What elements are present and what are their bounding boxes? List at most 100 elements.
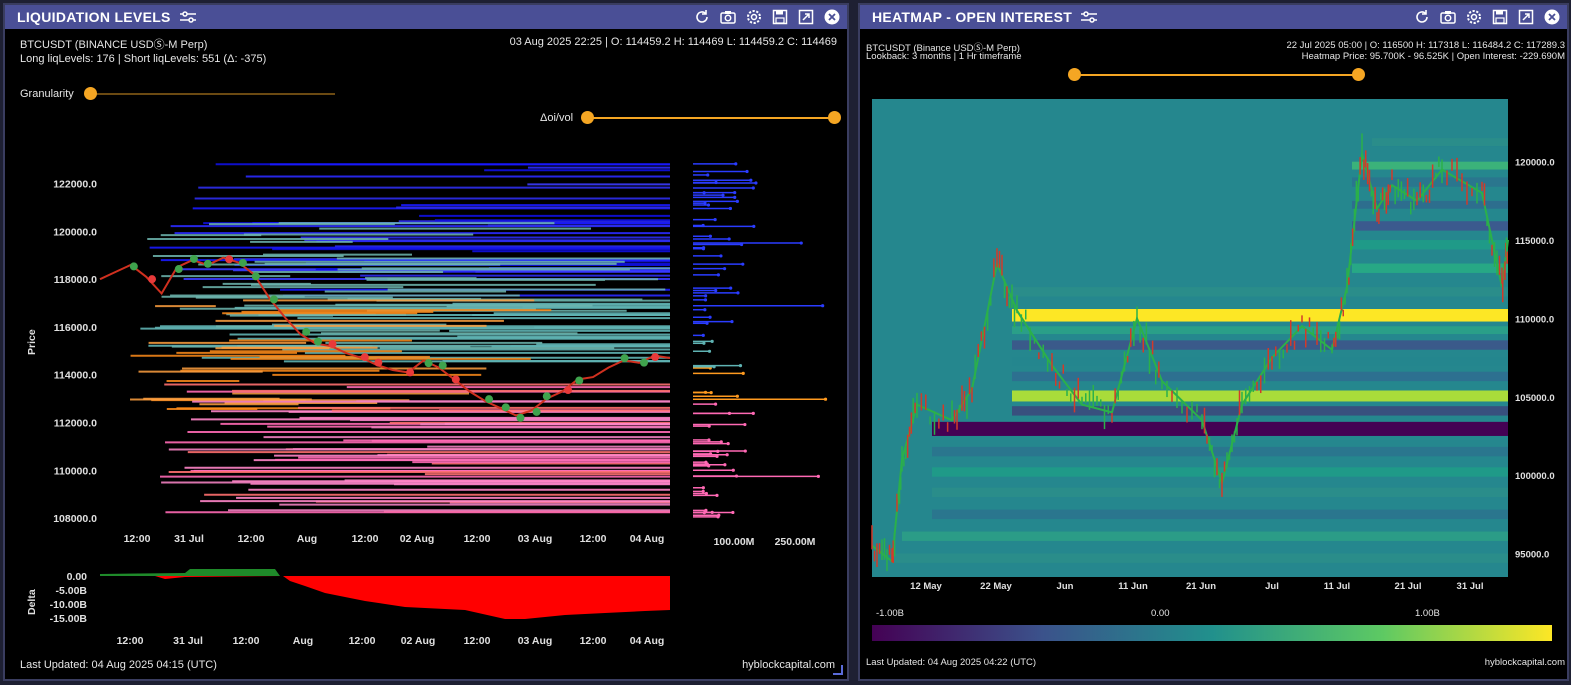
heatmap-band <box>902 531 1508 541</box>
volume-bar-tip <box>714 180 718 185</box>
oivol-slider-min-handle[interactable] <box>581 111 594 124</box>
liquidation-levels-chart[interactable]: 122000.0 120000.0 118000.0 116000.0 114000.0… <box>5 145 847 565</box>
liquidation-levels-panel: LIQUIDATION LEVELS BTCUSDT (BINANCE USDⓈ… <box>3 3 849 681</box>
oivol-slider-max-handle[interactable] <box>828 111 841 124</box>
heatmap-band <box>932 509 1508 520</box>
volume-bar-tip <box>708 234 712 238</box>
delta-negative-area <box>100 576 670 619</box>
panel-title: LIQUIDATION LEVELS <box>17 9 171 25</box>
heatmap-band <box>1012 390 1508 402</box>
expand-icon[interactable] <box>797 8 815 26</box>
heatmap-band <box>1012 326 1508 335</box>
close-icon[interactable] <box>823 8 841 26</box>
price-tick-label: 116000.0 <box>54 322 97 334</box>
liquidation-marker <box>328 340 337 349</box>
volume-bar-tip <box>704 294 708 298</box>
volume-bar-tip <box>703 201 707 205</box>
price-tick-label: 122000.0 <box>53 179 97 191</box>
price-tick-label: 100000.0 <box>1515 471 1555 482</box>
sliders-icon[interactable] <box>179 10 197 24</box>
heatmap-background <box>872 99 1508 577</box>
range-slider-min-handle[interactable] <box>1068 68 1081 81</box>
volume-bar-tip <box>735 394 739 398</box>
camera-icon[interactable] <box>719 8 737 26</box>
close-icon[interactable] <box>1543 8 1561 26</box>
volume-bar-tip <box>731 510 735 515</box>
price-tick-label: 115000.0 <box>1515 236 1554 247</box>
volume-bar-tip <box>719 254 723 258</box>
price-tick-label: 120000.0 <box>53 226 97 238</box>
gear-icon[interactable] <box>745 8 763 26</box>
liquidation-marker <box>564 386 573 395</box>
price-tick-label: 118000.0 <box>54 274 97 286</box>
date-tick-label: 21 Jun <box>1186 581 1216 592</box>
volume-bar-tip <box>743 449 747 453</box>
ohlc-readout: 03 Aug 2025 22:25 | O: 114459.2 H: 11446… <box>509 36 837 48</box>
heatmap-band <box>932 421 1508 436</box>
volume-bar-tip <box>713 402 718 406</box>
heatmap-band <box>1352 240 1508 250</box>
liquidation-marker <box>360 353 369 362</box>
range-slider-max-handle[interactable] <box>1352 68 1365 81</box>
delta-tick-label: 0.00 <box>67 571 88 583</box>
date-tick-label: 31 Jul <box>1457 581 1484 592</box>
panel-title: HEATMAP - OPEN INTEREST <box>872 9 1073 25</box>
delta-time-tick-label: 12:00 <box>117 635 144 647</box>
gear-icon[interactable] <box>1465 8 1483 26</box>
price-tick-label: 108000.0 <box>53 513 97 525</box>
brand-label: hyblockcapital.com <box>742 659 835 671</box>
liquidation-marker <box>501 403 510 412</box>
range-slider-track[interactable] <box>1074 74 1359 76</box>
delta-tick-label: -15.00B <box>50 613 88 625</box>
volume-bar-tip <box>741 262 745 266</box>
delta-tick-label: -10.00B <box>50 599 88 611</box>
heatmap-band <box>1352 177 1508 187</box>
refresh-icon[interactable] <box>693 8 711 26</box>
volume-bar-tip <box>715 454 719 458</box>
liquidation-marker <box>269 295 278 304</box>
volume-bar-tip <box>701 489 705 494</box>
liquidation-marker <box>129 262 138 271</box>
expand-icon[interactable] <box>1517 8 1535 26</box>
volume-bar-tip <box>749 178 753 182</box>
brand-label: hyblockcapital.com <box>1484 657 1565 668</box>
volume-bar-tip <box>722 267 727 271</box>
camera-icon[interactable] <box>1439 8 1457 26</box>
volume-tick-label: 250.00M <box>775 536 816 548</box>
granularity-slider-track[interactable] <box>90 93 335 95</box>
volume-bar-tip <box>821 304 825 308</box>
delta-chart[interactable]: 0.00 -5.00B -10.00B -15.00B Delta 12:00 31 Jul… <box>5 563 847 653</box>
delta-time-tick-label: 31 Jul <box>173 635 203 647</box>
panel-header: HEATMAP - OPEN INTEREST <box>860 5 1567 29</box>
volume-bar-tip <box>709 391 713 395</box>
refresh-icon[interactable] <box>1413 8 1431 26</box>
save-icon[interactable] <box>1491 8 1509 26</box>
resize-handle[interactable] <box>833 665 843 675</box>
volume-tick-label: 100.00M <box>714 536 755 548</box>
volume-bar-tip <box>702 341 706 345</box>
save-icon[interactable] <box>771 8 789 26</box>
volume-bar-tip <box>707 438 711 442</box>
heatmap-band <box>1352 161 1508 170</box>
liquidation-marker <box>640 358 649 367</box>
heatmap-band <box>1012 406 1508 416</box>
date-tick-label: 12 May <box>910 581 942 592</box>
oivol-slider-track[interactable] <box>588 117 835 119</box>
time-tick-label: 04 Aug <box>630 533 665 545</box>
colorbar-tick: 1.00B <box>1415 608 1440 619</box>
delta-time-tick-label: 04 Aug <box>630 635 665 647</box>
volume-bar-tip <box>705 321 709 325</box>
volume-bar-tip <box>701 486 705 490</box>
ohlc-readout: 22 Jul 2025 05:00 | O: 116500 H: 117318 … <box>1286 40 1565 51</box>
delta-time-tick-label: Aug <box>293 635 313 647</box>
open-interest-heatmap[interactable]: 120000.0 115000.0 110000.0 105000.0 100000.0… <box>860 95 1567 595</box>
heatmap-info: Heatmap Price: 95.700K - 96.525K | Open … <box>1301 51 1565 62</box>
date-tick-label: Jun <box>1057 581 1074 592</box>
delta-tick-label: -5.00B <box>55 585 87 597</box>
volume-bar-tip <box>701 247 706 251</box>
sliders-icon[interactable] <box>1080 10 1098 24</box>
granularity-slider-handle[interactable] <box>84 87 97 100</box>
heatmap-band <box>1012 357 1508 366</box>
volume-bar-tip <box>726 442 730 446</box>
volume-bar-tip <box>704 491 708 496</box>
